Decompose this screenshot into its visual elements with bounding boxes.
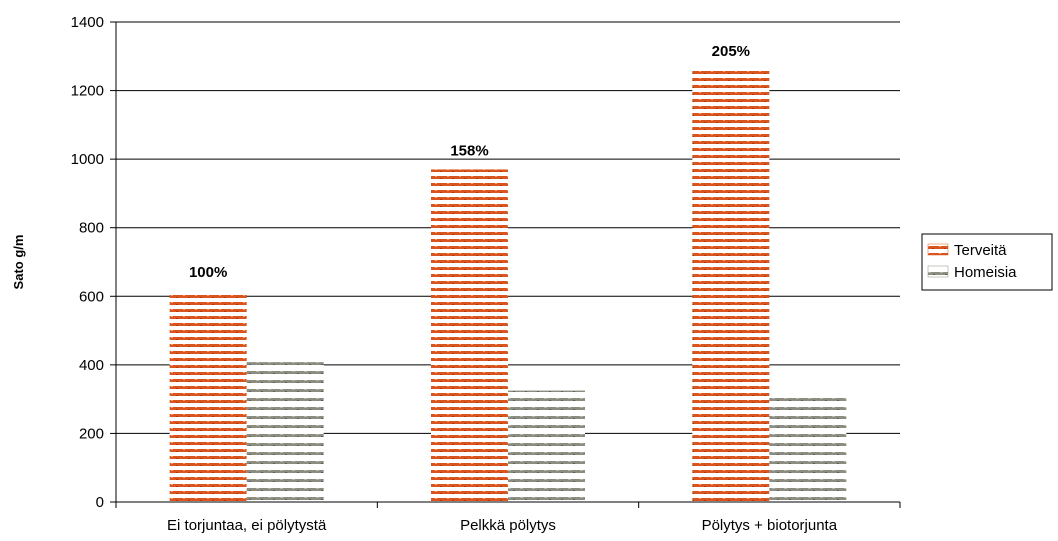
y-tick-label: 400: [79, 357, 104, 374]
x-category-label: Ei torjuntaa, ei pölytystä: [167, 517, 327, 534]
legend-swatch-homeisia: [927, 265, 949, 278]
legend-label-homeisia: Homeisia: [954, 264, 1017, 281]
data-label: 158%: [450, 142, 488, 159]
bar-homeisia-0: [246, 362, 324, 502]
legend-box: [921, 233, 1053, 291]
y-tick-label: 1000: [71, 151, 104, 168]
y-tick-label: 0: [96, 494, 104, 511]
y-tick-label: 1400: [71, 14, 104, 31]
x-category-label: Pölytys + biotorjunta: [702, 517, 838, 534]
bar-terveita-2: [692, 70, 770, 502]
legend-swatch-terveita: [927, 243, 949, 256]
bar-terveita-1: [431, 169, 508, 502]
bar-homeisia-2: [769, 394, 847, 502]
data-label: 100%: [189, 264, 227, 281]
y-tick-label: 1200: [71, 83, 104, 100]
bar-terveita-0: [169, 291, 247, 502]
y-axis-label: Sato g/m: [11, 235, 26, 290]
y-tick-label: 600: [79, 288, 104, 305]
bar-homeisia-1: [508, 390, 585, 502]
data-label: 205%: [712, 43, 750, 60]
y-tick-label: 200: [79, 425, 104, 442]
legend-label-terveita: Terveitä: [954, 242, 1007, 259]
y-tick-label: 800: [79, 220, 104, 237]
x-category-label: Pelkkä pölytys: [460, 517, 556, 534]
